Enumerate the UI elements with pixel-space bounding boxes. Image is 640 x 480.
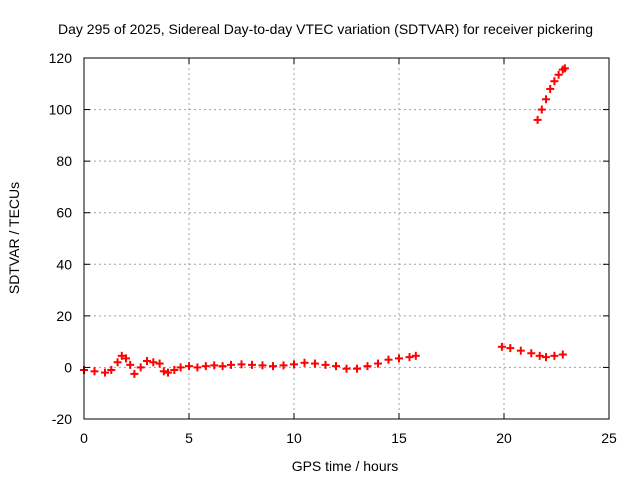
data-point [122, 354, 130, 363]
data-point [497, 342, 506, 351]
y-tick-label: -20 [52, 411, 72, 427]
data-point [101, 368, 109, 377]
data-point [405, 353, 414, 362]
data-point [130, 369, 139, 378]
data-point [149, 358, 158, 367]
data-points [80, 64, 569, 378]
y-tick-label: 100 [49, 102, 73, 118]
y-tick-label: 0 [64, 359, 72, 375]
data-point [143, 356, 151, 365]
data-point [300, 358, 309, 367]
data-point [411, 351, 420, 360]
data-point [527, 349, 536, 358]
data-point [117, 351, 126, 360]
y-tick-label: 40 [56, 256, 72, 272]
x-tick-label: 5 [185, 430, 193, 446]
data-point [107, 366, 116, 375]
data-point [560, 64, 569, 73]
data-point [201, 362, 210, 371]
data-point [550, 77, 559, 86]
chart-title: Day 295 of 2025, Sidereal Day-to-day VTE… [58, 21, 593, 37]
data-point [384, 355, 393, 364]
data-point [155, 359, 164, 368]
data-point [126, 360, 135, 369]
data-point [353, 364, 361, 373]
y-axis-label: SDTVAR / TECUs [6, 182, 22, 294]
x-tick-label: 10 [286, 430, 302, 446]
data-point [279, 361, 288, 370]
data-point [113, 358, 122, 367]
data-point [185, 362, 193, 371]
axis-ticks: 0 5 10 15 20 25 -20 0 20 40 60 80 100 120 [49, 50, 617, 446]
data-point [159, 367, 168, 376]
data-point [170, 366, 179, 375]
data-point [550, 351, 559, 360]
data-point [193, 363, 202, 372]
x-tick-label: 25 [601, 430, 617, 446]
y-tick-label: 20 [56, 308, 72, 324]
data-point [90, 367, 99, 376]
data-point [258, 361, 267, 370]
data-point [342, 364, 351, 373]
data-point [554, 70, 563, 79]
data-point [227, 360, 235, 369]
data-point [164, 368, 172, 377]
data-point [176, 363, 185, 372]
x-tick-label: 20 [496, 430, 512, 446]
data-point [136, 363, 145, 372]
grid-lines [84, 58, 609, 419]
y-tick-label: 120 [49, 50, 73, 66]
data-point [395, 354, 403, 363]
data-point [290, 360, 298, 369]
y-tick-label: 80 [56, 153, 72, 169]
data-point [506, 344, 515, 353]
data-point [218, 362, 227, 371]
data-point [546, 84, 555, 93]
data-point [542, 95, 550, 104]
data-point [248, 360, 256, 369]
data-point [321, 360, 330, 369]
data-point [537, 105, 546, 114]
data-point [311, 359, 319, 368]
y-tick-label: 60 [56, 205, 72, 221]
data-point [535, 351, 544, 360]
x-axis-label: GPS time / hours [292, 458, 399, 474]
data-point [558, 350, 567, 359]
data-point [210, 361, 219, 370]
plot-frame [83, 57, 610, 420]
data-point [374, 359, 382, 368]
data-point [363, 362, 372, 371]
x-tick-label: 0 [80, 430, 88, 446]
data-point [542, 353, 550, 362]
data-point [237, 360, 246, 369]
data-point [269, 362, 277, 371]
data-point [332, 362, 340, 371]
x-tick-label: 15 [391, 430, 407, 446]
data-point [516, 346, 525, 355]
data-point [533, 115, 542, 124]
